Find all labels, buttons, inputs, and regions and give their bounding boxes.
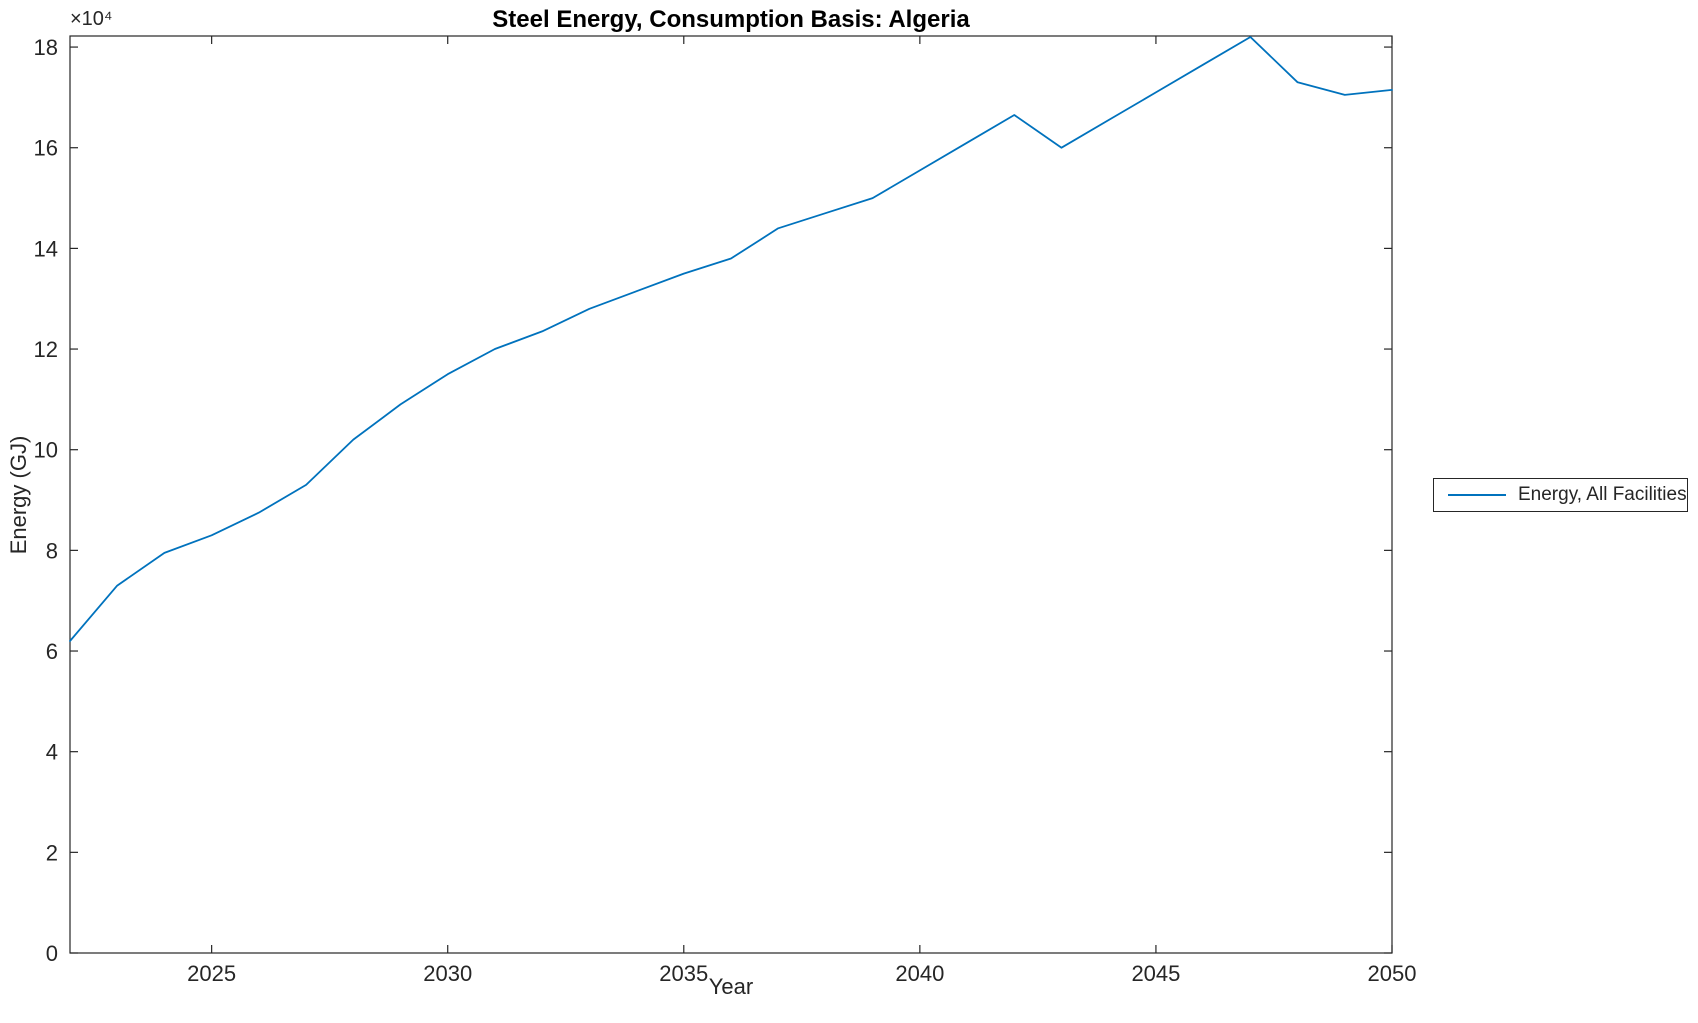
legend-entry-label: Energy, All Facilities xyxy=(1518,484,1687,505)
x-tick-label: 2045 xyxy=(1131,961,1180,986)
x-tick-label: 2040 xyxy=(895,961,944,986)
chart-title: Steel Energy, Consumption Basis: Algeria xyxy=(492,6,970,33)
legend-line-sample xyxy=(1448,494,1506,496)
x-tick-label: 2050 xyxy=(1368,961,1417,986)
axes-box xyxy=(69,35,1393,954)
series-line xyxy=(69,36,1393,642)
y-tick-label: 2 xyxy=(46,840,58,865)
legend: Energy, All Facilities xyxy=(1433,478,1688,512)
y-tick-label: 12 xyxy=(34,337,58,362)
y-tick-label: 4 xyxy=(46,740,58,765)
y-axis-multiplier: ×10⁴ xyxy=(70,8,113,30)
y-tick-label: 6 xyxy=(46,639,58,664)
y-axis-label: Energy (GJ) xyxy=(6,435,31,555)
x-tick-label: 2025 xyxy=(187,961,236,986)
y-tick-label: 8 xyxy=(46,538,58,563)
y-tick-label: 18 xyxy=(34,35,58,60)
y-tick-label: 14 xyxy=(34,236,58,261)
x-tick-label: 2035 xyxy=(659,961,708,986)
y-tick-label: 16 xyxy=(34,136,58,161)
x-axis-label: Year xyxy=(708,974,754,999)
y-tick-label: 10 xyxy=(34,438,58,463)
x-tick-label: 2030 xyxy=(423,961,472,986)
y-tick-label: 0 xyxy=(46,941,58,966)
